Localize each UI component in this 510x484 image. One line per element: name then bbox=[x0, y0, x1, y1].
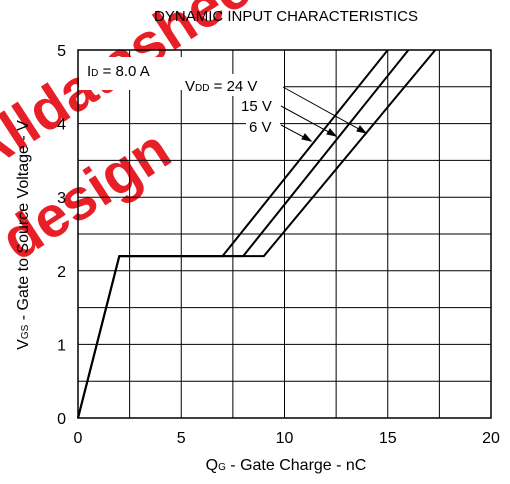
y-tick-label: 0 bbox=[57, 411, 66, 428]
x-tick-label: 0 bbox=[74, 430, 83, 447]
y-tick-label: 3 bbox=[57, 190, 66, 207]
y-axis-title-rest: - Gate to Source Voltage - V bbox=[15, 120, 32, 325]
vdd-main: V bbox=[185, 78, 195, 95]
y-tick-label: 1 bbox=[57, 337, 66, 354]
series-label-6v: 6 V bbox=[249, 119, 272, 136]
gridlines bbox=[78, 50, 491, 418]
leader-lines bbox=[280, 86, 368, 142]
leader-15v-head bbox=[326, 128, 338, 137]
label-15v-bg bbox=[238, 96, 282, 116]
y-axis-title-sub: GS bbox=[20, 324, 31, 339]
y-tick-label: 4 bbox=[57, 117, 66, 134]
y-tick-label: 2 bbox=[57, 264, 66, 281]
series-line-6v bbox=[77, 49, 437, 419]
condition-rest: = 8.0 A bbox=[98, 63, 149, 80]
x-tick-label: 20 bbox=[482, 430, 500, 447]
condition-sub: D bbox=[91, 68, 98, 79]
vdd-sub: DD bbox=[195, 83, 209, 94]
leader-6v-head bbox=[301, 133, 313, 142]
chart-title: DYNAMIC INPUT CHARACTERISTICS bbox=[154, 8, 418, 25]
leader-15v bbox=[280, 105, 337, 137]
series-label-24v: VDD = 24 V bbox=[185, 78, 257, 95]
y-tick-label: 5 bbox=[57, 43, 66, 60]
x-tick-label: 10 bbox=[276, 430, 294, 447]
x-axis-title: QG - Gate Charge - nC bbox=[206, 457, 367, 474]
condition-main: I bbox=[87, 63, 91, 80]
watermark: Alldatasheet design bbox=[0, 0, 278, 273]
vdd-label-bg bbox=[182, 74, 284, 96]
leader-24v-head bbox=[356, 125, 368, 134]
label-6v-bg bbox=[246, 117, 280, 137]
plot-frame bbox=[77, 49, 492, 419]
x-tick-label: 5 bbox=[177, 430, 186, 447]
y-axis-title-main: V bbox=[15, 339, 32, 350]
x-axis-title-sub: G bbox=[218, 462, 226, 473]
condition-label: ID = 8.0 A bbox=[87, 63, 150, 80]
series-label-15v: 15 V bbox=[241, 98, 272, 115]
vdd-rest: = 24 V bbox=[209, 78, 257, 95]
x-axis-title-rest: - Gate Charge - nC bbox=[226, 457, 367, 474]
condition-box-bg bbox=[79, 57, 187, 90]
x-tick-labels: 0 5 10 15 20 bbox=[74, 430, 500, 447]
y-tick-labels: 0 1 2 3 4 5 bbox=[57, 43, 66, 428]
x-tick-label: 15 bbox=[379, 430, 397, 447]
x-axis-title-main: Q bbox=[206, 457, 218, 474]
series-lines bbox=[77, 49, 437, 419]
y-axis-title: VGS - Gate to Source Voltage - V bbox=[15, 120, 32, 350]
leader-24v bbox=[282, 86, 367, 134]
